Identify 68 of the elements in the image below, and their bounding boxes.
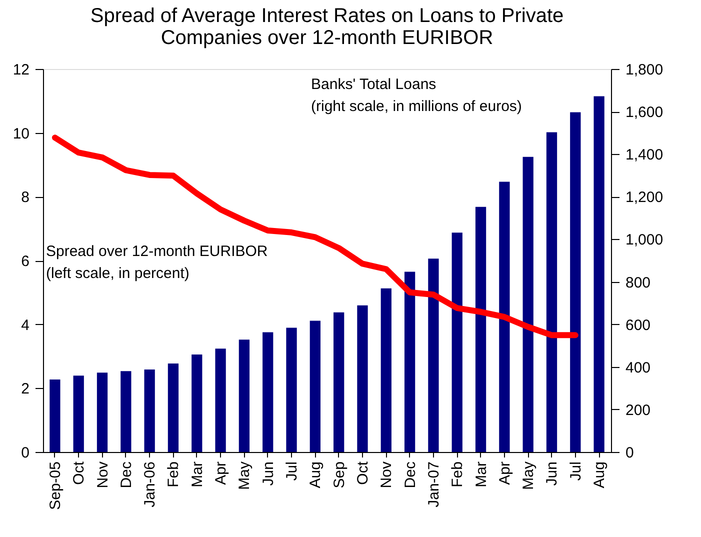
y2-tick-label: 400	[626, 359, 651, 376]
y-tick-label: 6	[21, 253, 30, 270]
x-tick-label: Dec	[118, 461, 135, 488]
x-tick-label: Aug	[307, 462, 324, 488]
x-tick-label: Sep	[330, 462, 348, 488]
x-tick-label: May	[520, 461, 538, 490]
bar	[144, 369, 155, 452]
x-tick-label: Feb	[165, 462, 182, 488]
bar	[452, 232, 462, 452]
x-tick-label: Apr	[496, 461, 514, 485]
x-tick-label: Dec	[402, 461, 419, 488]
bar	[357, 305, 368, 452]
x-tick-label: Oct	[70, 460, 88, 485]
bar	[96, 372, 108, 452]
bar	[120, 371, 132, 452]
bar	[262, 332, 274, 452]
bar	[522, 156, 534, 452]
x-tick-label: May	[236, 461, 254, 490]
bar	[286, 328, 297, 452]
y2-tick-label: 1,400	[626, 146, 664, 164]
y-tick-label: 12	[12, 62, 30, 78]
y2-tick-label: 1,600	[626, 104, 664, 122]
annotation: Spread over 12-month EURIBOR (left scale, in percent)	[46, 243, 268, 282]
bar	[310, 320, 320, 452]
bar	[50, 379, 60, 452]
bar	[475, 206, 486, 452]
bar	[546, 132, 558, 452]
bar	[380, 288, 392, 452]
x-tick-label: Jun	[544, 462, 561, 486]
x-tick-label: Mar	[188, 462, 206, 488]
x-tick-label: Jan-07	[425, 462, 442, 508]
y2-tick-label: 600	[626, 316, 651, 334]
x-tick-label: Oct	[354, 460, 372, 485]
y2-tick-label: 1,800	[626, 62, 664, 78]
x-tick-label: Mar	[472, 462, 490, 488]
x-tick-label: Jun	[260, 462, 277, 486]
bar	[594, 96, 604, 452]
x-tick-label: Nov	[94, 461, 112, 488]
y2-tick-label: 800	[626, 274, 651, 292]
x-tick-label: Jul	[567, 462, 584, 481]
bar	[334, 312, 344, 452]
y2-tick-label: 200	[626, 402, 651, 419]
bar	[428, 258, 439, 452]
y-tick-label: 8	[21, 189, 30, 206]
x-tick-label: Nov	[378, 461, 396, 488]
x-tick-label: Jul	[284, 462, 301, 481]
bar	[404, 272, 416, 452]
y2-tick-label: 1,200	[626, 189, 664, 206]
annotation: Banks' Total Loans (right scale, in millions of euros)	[311, 76, 522, 115]
x-tick-label: Sep-05	[46, 462, 64, 510]
bar	[192, 354, 202, 452]
x-tick-label: Apr	[212, 461, 230, 485]
x-tick-label: Aug	[591, 462, 608, 488]
bar	[570, 112, 581, 452]
y-tick-label: 10	[12, 125, 30, 142]
bar	[168, 363, 179, 452]
y-tick-label: 0	[21, 444, 30, 462]
y2-tick-label: 1,000	[626, 232, 664, 249]
bar	[73, 376, 84, 452]
y2-tick-label: 0	[626, 444, 634, 462]
x-tick-label: Jan-06	[142, 462, 159, 508]
bar	[238, 340, 250, 452]
x-tick-label: Feb	[449, 462, 466, 488]
bar	[215, 348, 226, 452]
y-tick-label: 2	[21, 380, 30, 398]
chart-title: Spread of Average Interest Rates on Loans to Private Companies over 12-month EURIBOR	[90, 5, 564, 49]
y-tick-label: 4	[21, 316, 30, 334]
bar	[499, 182, 510, 452]
